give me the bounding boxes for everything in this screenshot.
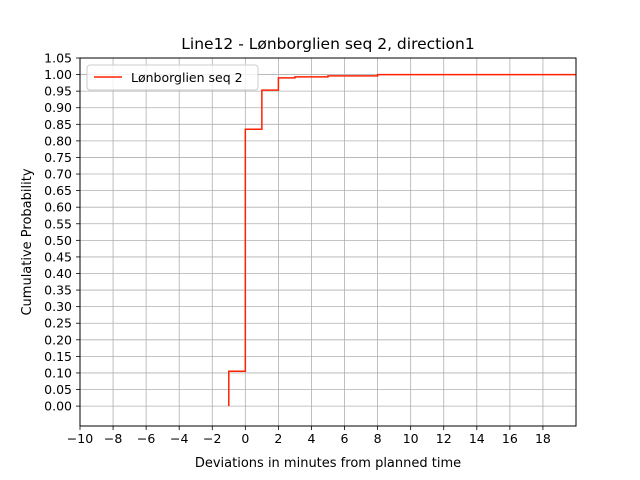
x-tick-label: 8 (374, 431, 382, 446)
x-tick-label: 10 (403, 431, 419, 446)
legend-box (86, 64, 259, 91)
x-tick-label: 6 (341, 431, 349, 446)
y-tick-label: 0.10 (44, 365, 72, 380)
x-tick-label: −10 (67, 431, 93, 446)
y-tick-label: 1.05 (44, 51, 72, 66)
y-tick-label: 0.05 (44, 382, 72, 397)
legend-label: Lønborglien seq 2 (131, 70, 243, 85)
y-tick-label: 0.95 (44, 84, 72, 99)
x-tick-label: 12 (436, 431, 452, 446)
x-tick-label: 16 (502, 431, 518, 446)
y-tick-label: 0.75 (44, 150, 72, 165)
y-tick-label: 0.35 (44, 283, 72, 298)
y-tick-label: 0.55 (44, 216, 72, 231)
plot-frame (79, 57, 577, 427)
y-tick-label: 1.00 (44, 67, 72, 82)
y-tick-label: 0.50 (44, 233, 72, 248)
chart-title: Line12 - Lønborglien seq 2, direction1 (181, 35, 474, 53)
x-tick-label: 18 (535, 431, 551, 446)
y-tick-label: 0.40 (44, 266, 72, 281)
grid (79, 57, 577, 426)
y-tick-label: 0.20 (44, 332, 72, 347)
y-tick-label: 0.85 (44, 117, 72, 132)
x-tick-label: −6 (137, 431, 155, 446)
x-tick-label: 2 (274, 431, 282, 446)
y-tick-label: 0.90 (44, 100, 72, 115)
y-tick-label: 0.65 (44, 183, 72, 198)
x-tick-label: −4 (170, 431, 188, 446)
x-tick-label: −8 (104, 431, 122, 446)
y-tick-label: 0.45 (44, 249, 72, 264)
x-axis-label: Deviations in minutes from planned time (195, 456, 461, 471)
y-tick-label: 0.15 (44, 349, 72, 364)
series-line (228, 73, 576, 407)
y-tick-label: 0.70 (44, 167, 72, 182)
y-tick-label: 0.25 (44, 316, 72, 331)
x-tick-label: 0 (241, 431, 249, 446)
y-axis-label: Cumulative Probability (20, 168, 35, 315)
x-tick-label: 14 (469, 431, 485, 446)
y-tick-label: 0.00 (44, 399, 72, 414)
legend: Lønborglien seq 2 (86, 64, 259, 91)
y-tick-label: 0.30 (44, 299, 72, 314)
x-tick-label: 4 (307, 431, 315, 446)
series-layer (228, 73, 576, 407)
x-tick-label: −2 (203, 431, 221, 446)
y-tick-label: 0.80 (44, 133, 72, 148)
y-tick-label: 0.60 (44, 200, 72, 215)
ticks: −10 −8 −6 −4 −2 0 2 4 6 8 10 12 14 16 180.000.050.100.… (44, 51, 551, 447)
